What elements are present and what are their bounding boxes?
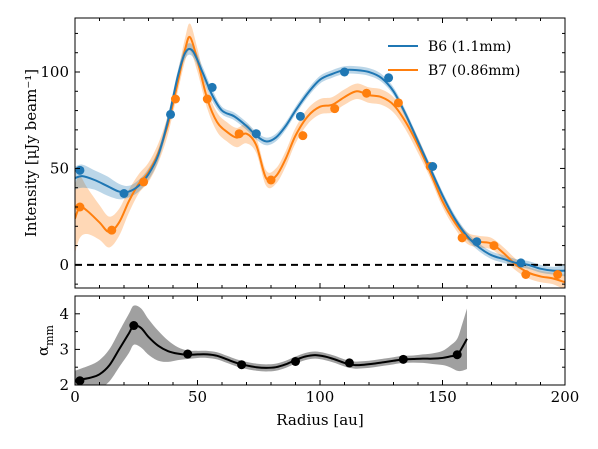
alpha-band	[75, 305, 467, 385]
b6-marker	[75, 165, 85, 175]
b7-marker	[266, 175, 276, 185]
alpha-marker	[183, 349, 193, 359]
b7-band	[75, 23, 565, 288]
b6-marker	[207, 82, 217, 92]
alpha-marker	[129, 321, 139, 331]
y-tick-label: 50	[50, 159, 69, 177]
alpha-markers	[75, 321, 462, 386]
b7-marker	[553, 270, 563, 279]
b7-marker	[521, 270, 531, 279]
alpha-ticks: 0 50 100 150 200 2 3 4	[59, 295, 580, 406]
y-tick-label: 0	[59, 256, 69, 274]
alpha-marker	[344, 358, 354, 368]
b7-marker	[139, 177, 149, 187]
intensity-panel: 0 50 100 B6 (1.1mm) B7 (0.86mm) Intensity …	[22, 17, 566, 289]
b6-marker	[340, 67, 349, 77]
alpha-marker	[75, 376, 85, 386]
alpha-uncertainty-band	[75, 305, 467, 385]
x-tick-label: 100	[306, 388, 335, 406]
b7-marker	[107, 225, 117, 235]
b7-marker	[170, 94, 180, 104]
alpha-marker	[237, 360, 247, 370]
alpha-axis-label: αmm	[34, 324, 56, 356]
alpha-marker	[398, 354, 408, 364]
b7-marker	[202, 94, 212, 104]
x-tick-label: 0	[70, 388, 80, 406]
b7-marker	[330, 104, 340, 114]
b6-marker	[428, 162, 438, 171]
alpha-symbol: α	[34, 346, 52, 356]
b7-marker	[457, 233, 467, 243]
alpha-marker	[452, 350, 462, 360]
radius-axis-label: Radius [au]	[276, 411, 363, 429]
b6-marker	[516, 258, 526, 268]
x-tick-label: 150	[428, 388, 457, 406]
b6-marker	[251, 129, 261, 139]
b7-marker	[298, 131, 308, 141]
spectral-index-panel: 0 50 100 150 200 2 3 4 αmm Radius [au]	[34, 295, 580, 429]
b7-marker	[75, 202, 85, 212]
alpha-subscript: mm	[43, 324, 56, 345]
series-markers	[75, 67, 563, 279]
b6-marker	[472, 237, 482, 247]
legend-b7-label: B7 (0.86mm)	[428, 63, 520, 79]
legend-b6-label: B6 (1.1mm)	[428, 39, 511, 55]
b6-marker	[295, 111, 305, 121]
b7-marker	[489, 241, 499, 251]
b6-marker	[166, 109, 176, 119]
b7-marker	[362, 88, 372, 98]
b7-marker	[234, 129, 244, 139]
y-tick-label: 3	[59, 340, 69, 358]
b6-marker	[119, 189, 129, 198]
y-tick-label: 4	[59, 305, 69, 323]
b6-marker	[384, 73, 394, 83]
b7-marker	[393, 98, 403, 108]
x-tick-label: 50	[188, 388, 207, 406]
y-tick-label: 100	[40, 63, 69, 81]
y-tick-label: 2	[59, 376, 69, 394]
intensity-ticks: 0 50 100	[40, 18, 566, 288]
uncertainty-bands	[75, 23, 565, 288]
x-tick-label: 200	[551, 388, 580, 406]
alpha-marker	[291, 357, 300, 367]
legend: B6 (1.1mm) B7 (0.86mm)	[388, 39, 520, 79]
intensity-axis-label: Intensity [μJy beam⁻¹]	[22, 69, 40, 237]
